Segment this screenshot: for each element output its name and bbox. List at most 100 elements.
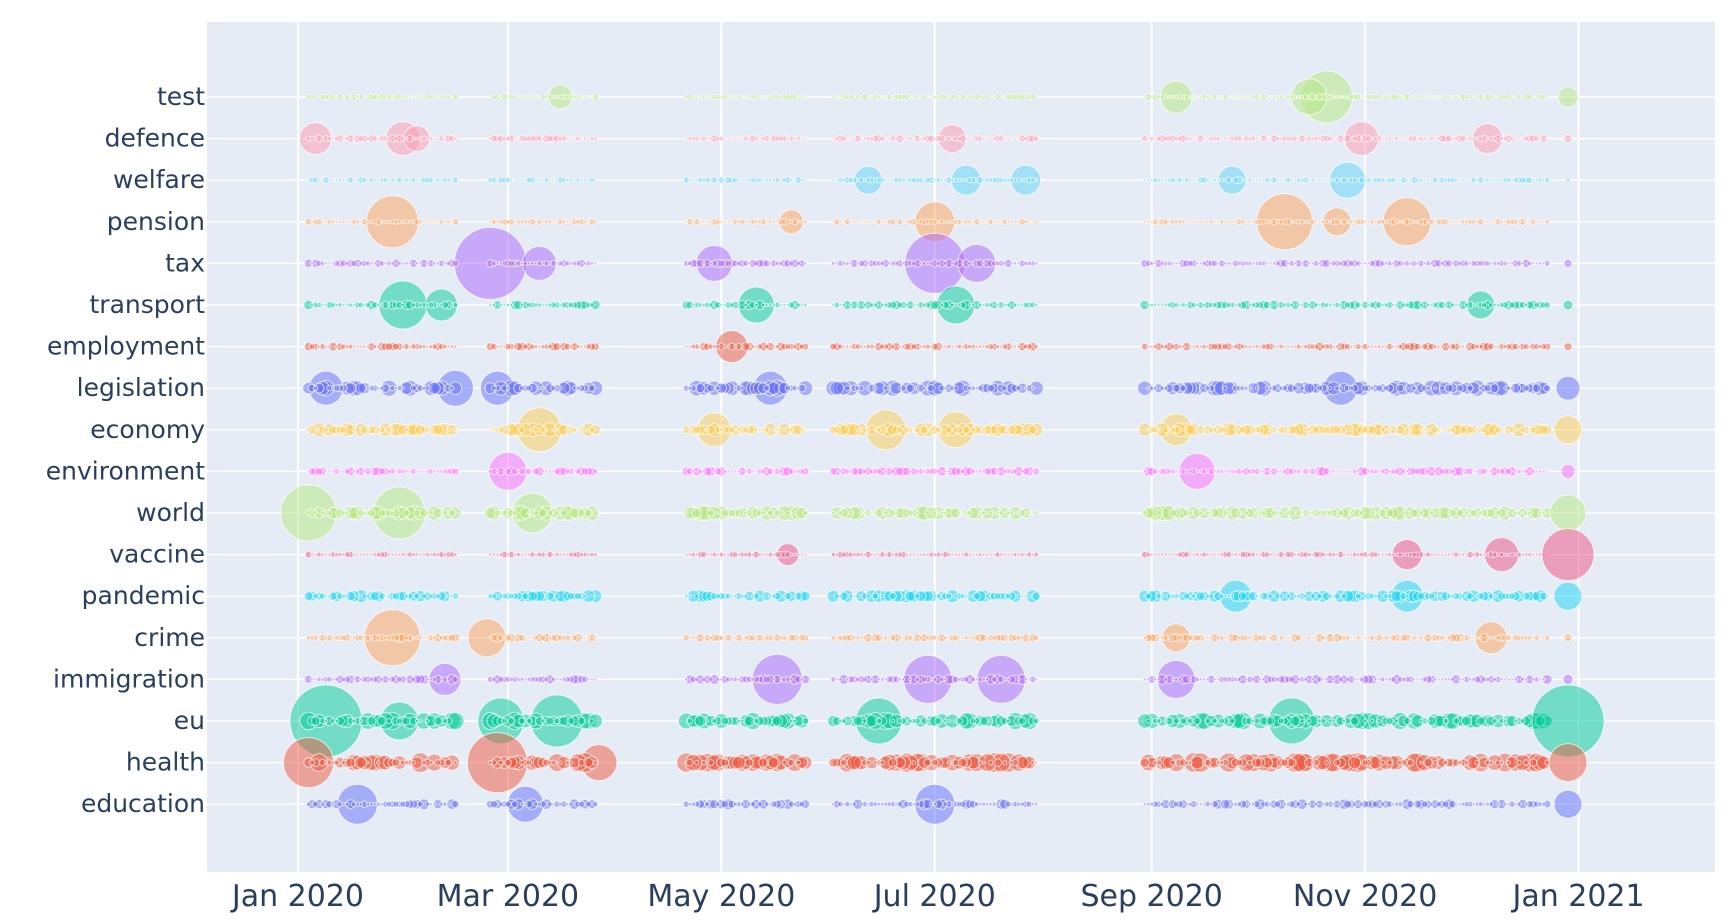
bubble-environment-2020-02-09 [432,469,437,474]
bubble-eu-2020-03-02 [507,717,516,725]
bubble-health-2020-02-08 [428,760,434,766]
bubble-vaccine-2020-11-02 [1366,552,1371,557]
bubble-test-2020-07-30 [1034,95,1039,99]
bubble-legislation-2020-06-21 [897,386,902,391]
bubble-vaccine-2020-10-26 [1342,552,1346,557]
bubble-immigration-2020-07-15 [981,677,986,682]
bubble-vaccine-2020-04-22 [687,552,692,557]
bubble-tax-2020-10-05 [1268,261,1273,266]
bubble-environment-2020-11-21 [1433,469,1438,474]
bubble-pension-2020-09-10 [1180,219,1186,225]
bubble-welfare-2020-01-10 [327,178,332,183]
bubble-crime-2020-10-11 [1289,635,1294,640]
bubble-pandemic-2020-09-11 [1183,592,1191,600]
bubble-environment-2020-01-13 [338,469,342,474]
bubble-crime-2020-09-03 [1156,635,1161,640]
bubble-pandemic-2020-06-12 [865,593,871,599]
bubble-tax-2020-10-06 [1271,261,1277,266]
bubble-world-2020-11-20 [1428,510,1435,516]
bubble-welfare-2020-05-24 [799,178,804,183]
bubble-environment-2020-09-09 [1177,469,1182,474]
bubble-employment-2020-12-21 [1537,344,1543,350]
bubble-pension-2020-07-04 [943,219,948,224]
bubble-vaccine-2020-12-21 [1538,552,1543,557]
bubble-health-2020-02-28 [498,759,504,766]
bubble-defence-2020-02-25 [488,136,493,141]
bubble-test-2020-06-10 [859,95,864,99]
bubble-employment-2020-06-10 [859,344,864,349]
bubble-health-2020-03-26 [593,760,598,765]
bubble-eu-2020-10-12 [1289,715,1301,727]
bubble-tax-2020-06-09 [855,261,860,266]
bubble-vaccine-2020-03-26 [593,552,598,557]
bubble-defence-2020-03-22 [579,136,584,141]
bubble-employment-2020-11-22 [1436,344,1441,349]
bubble-world-2020-11-12 [1400,510,1407,516]
bubble-crime-2020-06-03 [834,635,839,640]
bubble-defence-2020-03-16 [557,135,564,142]
bubble-crime-2020-02-05 [417,635,423,641]
bubble-employment-2020-06-21 [897,344,902,349]
bubble-eu-2020-04-29 [711,718,718,724]
bubble-tax-2020-02-07 [425,261,430,266]
bubble-crime-2020-12-16 [1519,635,1526,641]
bubble-environment-2020-07-02 [935,468,941,474]
bubble-employment-2020-01-05 [308,343,316,351]
bubble-tax-2020-07-21 [1002,261,1007,266]
bubble-transport-2020-01-12 [334,302,339,308]
bubble-tax-2020-04-26 [701,261,706,266]
bubble-employment-2020-06-16 [879,343,886,350]
bubble-tax-2020-10-28 [1347,259,1355,267]
bubble-welfare-2020-09-17 [1205,178,1210,183]
bubble-defence-2020-07-04 [943,136,948,141]
bubble-defence-2020-02-15 [453,136,458,141]
bubble-vaccine-2020-10-05 [1268,552,1273,557]
bubble-pension-2020-06-16 [880,219,885,224]
bubble-pandemic-2020-07-11 [967,594,972,599]
bubble-eu-2020-10-08 [1277,717,1285,725]
bubble-pension-2020-05-14 [764,219,769,224]
bubble-transport-2020-09-23 [1225,301,1232,309]
bubble-welfare-2020-01-14 [341,178,346,183]
bubble-eu-2020-12-08 [1491,718,1498,724]
bubble-employment-2020-03-09 [533,344,539,350]
bubble-pandemic-2020-04-21 [684,593,689,599]
bubble-defence-2020-06-17 [883,136,888,141]
bubble-world-2020-11-15 [1409,508,1419,518]
bubble-test-2020-10-08 [1278,94,1284,100]
bubble-legislation-2020-12-04 [1478,385,1483,391]
bubble-legislation-2020-06-26 [915,386,920,391]
bubble-defence-2020-12-13 [1509,136,1515,142]
bubble-legislation-2020-12-17 [1522,384,1530,392]
bubble-world-2020-12-14 [1513,510,1519,516]
bubble-pension-2020-07-18 [992,219,997,224]
bubble-crime-2020-07-11 [967,635,972,640]
bubble-pension-2020-09-23 [1226,219,1231,225]
bubble-world-2020-01-25 [377,508,387,518]
bubble-immigration-2020-07-13 [974,677,979,682]
bubble-economy-2020-11-29 [1458,425,1468,435]
bubble-employment-2020-10-06 [1272,344,1277,349]
bubble-environment-2020-02-11 [439,469,444,474]
bubble-welfare-2020-10-02 [1258,178,1263,183]
bubble-welfare-2020-09-29 [1247,177,1252,183]
bubble-environment-2020-04-26 [701,469,706,474]
bubble-transport-2020-10-22 [1327,302,1333,308]
bubble-transport-2020-05-16 [771,303,776,307]
bubble-pandemic-2020-02-10 [435,593,441,600]
bubble-pension-2020-06-07 [848,219,853,224]
bubble-test-2020-11-08 [1387,95,1392,99]
bubble-test-2020-07-18 [992,95,997,99]
bubble-employment-2020-10-07 [1275,344,1280,349]
bubble-welfare-2020-10-19 [1317,178,1322,183]
bubble-welfare-2020-04-23 [691,178,696,183]
bubble-vaccine-2020-09-05 [1163,552,1168,557]
bubble-test-2020-05-24 [799,94,804,100]
bubble-defence-2020-09-16 [1202,136,1207,141]
bubble-pandemic-2020-01-15 [345,594,349,599]
bubble-crime-2020-09-04 [1159,635,1165,641]
bubble-transport-2020-11-17 [1418,302,1424,308]
bubble-defence-2020-12-16 [1520,136,1525,141]
bubble-employment-2020-02-12 [442,343,448,350]
bubble-legislation-2020-07-25 [1015,385,1022,392]
